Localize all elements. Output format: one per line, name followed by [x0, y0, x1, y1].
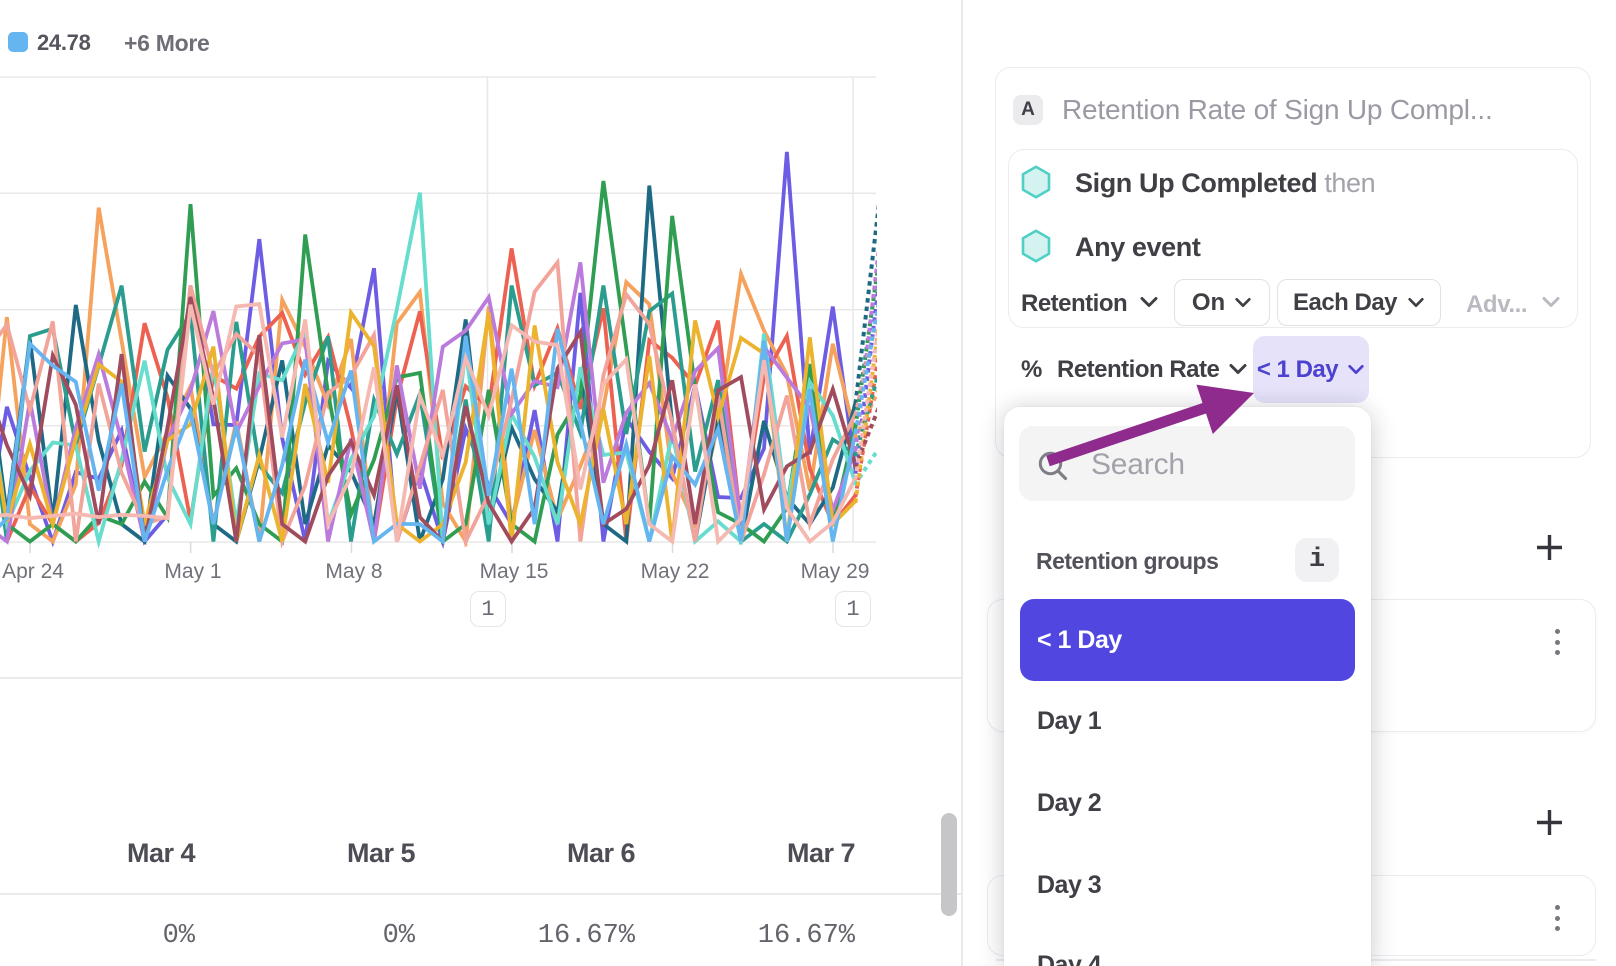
svg-text:May 15: May 15 — [480, 560, 549, 583]
svg-text:May 8: May 8 — [325, 560, 382, 583]
svg-text:May 1: May 1 — [164, 560, 221, 583]
svg-text:May 29: May 29 — [801, 560, 870, 583]
svg-text:Apr 24: Apr 24 — [2, 560, 64, 583]
svg-text:May 22: May 22 — [641, 560, 710, 583]
